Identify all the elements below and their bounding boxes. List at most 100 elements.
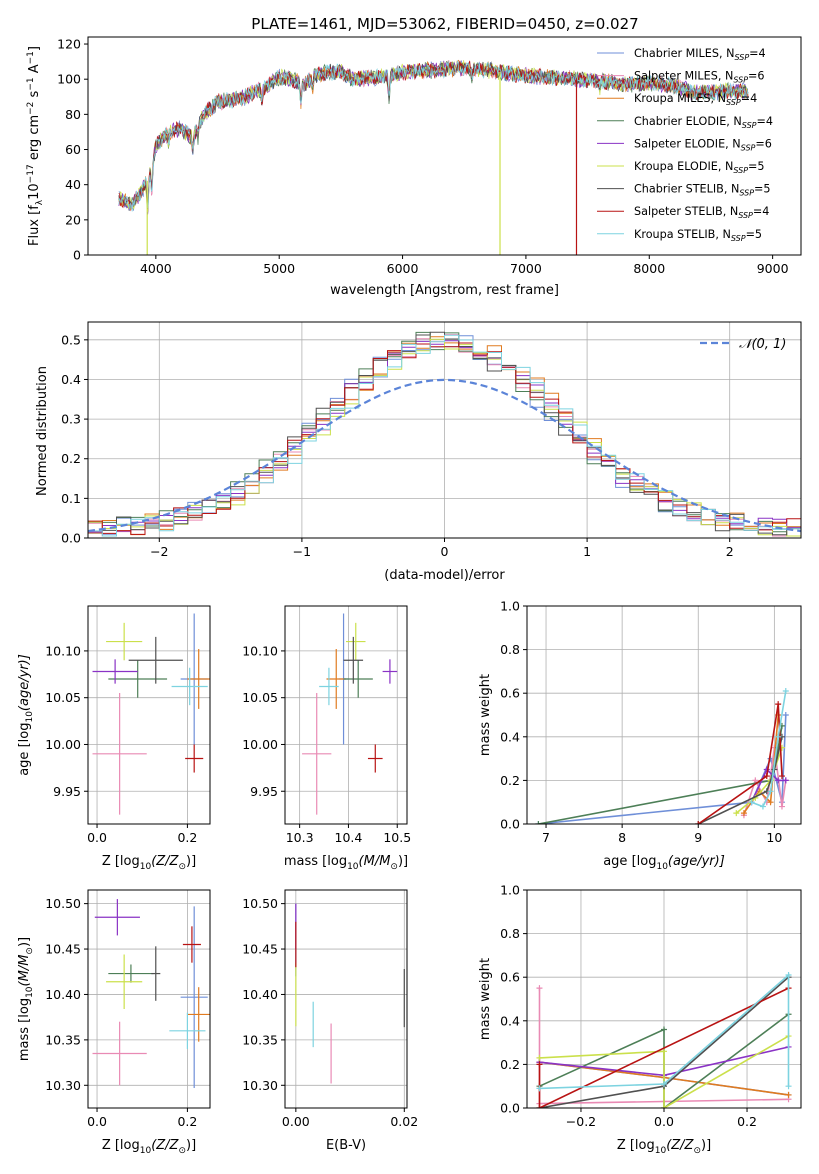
- y-tick-label: 10.00: [242, 737, 278, 752]
- y-tick-label: 10.45: [242, 942, 278, 957]
- y-tick-label: 0.8: [500, 642, 520, 657]
- x-tick-label: 0.2: [177, 1114, 197, 1129]
- plot-area: [295, 903, 405, 1084]
- x-tick-label: 10.5: [383, 830, 411, 845]
- y-tick-label: 120: [57, 37, 81, 52]
- y-tick-label: 0.8: [500, 926, 520, 941]
- y-tick-label: 0.2: [500, 773, 520, 788]
- y-tick-label: 0: [73, 248, 81, 263]
- y-tick-label: 10.00: [45, 737, 81, 752]
- plot-area: [92, 899, 210, 1089]
- y-axis-label: mass [log10(M/M⊙)]: [17, 937, 35, 1061]
- weight-marker: [748, 799, 755, 806]
- x-axis-label: wavelength [Angstrom, rest frame]: [330, 283, 559, 298]
- weight-marker: [778, 773, 785, 780]
- weight-marker: [775, 777, 782, 784]
- weight-line: [697, 703, 783, 824]
- axes-frame: [87, 36, 802, 256]
- plot-area: [302, 613, 398, 815]
- x-tick-label: 9000: [757, 261, 789, 276]
- y-tick-label: 10.05: [45, 690, 81, 705]
- weight-marker: [782, 712, 789, 718]
- x-tick-label: 10: [766, 830, 782, 845]
- grid: [88, 606, 210, 824]
- weight-marker: [782, 777, 789, 784]
- legend-entry: Salpeter MILES, NSSP=6: [634, 70, 765, 85]
- y-tick-label: 10.50: [242, 896, 278, 911]
- legend-entry: 𝒩(0, 1): [739, 337, 786, 352]
- y-tick-label: 0.1: [61, 491, 81, 506]
- y-tick-label: 10.40: [242, 987, 278, 1002]
- y-tick-label: 100: [57, 72, 81, 87]
- y-tick-label: 10.45: [45, 942, 81, 957]
- weight-line: [539, 973, 790, 1090]
- legend-entry: Kroupa ELODIE, NSSP=5: [634, 160, 765, 175]
- axes-frame: [87, 605, 211, 825]
- y-tick-label: 10.35: [45, 1032, 81, 1047]
- plot-area: [118, 59, 749, 255]
- y-axis-label: Normed distribution: [35, 366, 50, 496]
- x-axis-label: age [log10(age/yr)]: [603, 854, 725, 872]
- weight-line: [697, 736, 783, 824]
- weight-marker: [782, 688, 789, 695]
- weight-vs-Z-panel: −0.2 0.0 0.2 0.0 0.2 0.4 0.6 0.8 1.0 mass weight Z…: [478, 883, 802, 1156]
- weight-marker: [778, 803, 785, 810]
- legend-entry: Kroupa MILES, NSSP=4: [634, 92, 757, 107]
- weight-marker: [661, 1081, 667, 1088]
- y-tick-label: 0.3: [61, 412, 81, 427]
- plot-area: [92, 613, 210, 815]
- y-axis-label: age [log10(age/yr)]: [17, 654, 35, 776]
- y-tick-label: 10.35: [242, 1032, 278, 1047]
- y-tick-label: 0.5: [61, 332, 81, 347]
- weight-marker: [535, 821, 542, 824]
- x-tick-label: 10.3: [286, 830, 314, 845]
- legend-entry: Chabrier MILES, NSSP=4: [634, 47, 766, 62]
- weight-marker: [785, 1083, 792, 1090]
- x-tick-label: 8: [618, 830, 626, 845]
- y-tick-label: 40: [65, 177, 81, 192]
- y-tick-label: 0.2: [500, 1057, 520, 1072]
- mass-vs-ebv-panel: 0.00 0.02 10.30 10.35 10.40 10.45 10.50 E(B-V): [242, 889, 418, 1153]
- y-axis-label: Flux [fλ10−17 erg cm−2 s−1 A−1]: [26, 46, 45, 246]
- axes-frame: [284, 889, 408, 1109]
- weight-marker: [536, 1061, 543, 1068]
- x-tick-label: 7: [542, 830, 550, 845]
- y-tick-label: 1.0: [500, 883, 520, 898]
- histogram-step: [88, 334, 801, 537]
- x-axis-label: Z [log10(Z/Z⊙)]: [617, 1138, 711, 1156]
- x-tick-label: 0.00: [282, 1114, 310, 1129]
- y-tick-label: 0.4: [500, 1013, 520, 1028]
- x-tick-label: 1: [583, 544, 591, 559]
- y-tick-label: 10.30: [242, 1078, 278, 1093]
- x-axis-label: E(B-V): [326, 1138, 366, 1153]
- weight-line: [538, 987, 789, 1108]
- y-tick-label: 0.0: [500, 1101, 520, 1116]
- legend-entry: Chabrier STELIB, NSSP=5: [634, 183, 771, 198]
- legend-entry: Salpeter STELIB, NSSP=4: [634, 205, 769, 220]
- y-tick-label: 0.0: [61, 531, 81, 546]
- y-tick-label: 9.95: [53, 784, 81, 799]
- y-tick-label: 10.50: [45, 896, 81, 911]
- weight-marker: [661, 1048, 667, 1055]
- x-axis-label: mass [log10(M/M⊙)]: [284, 854, 408, 872]
- y-tick-label: 0.6: [500, 686, 520, 701]
- spectrum-line: [118, 60, 749, 212]
- weight-marker: [740, 810, 747, 817]
- x-tick-label: 0.02: [390, 1114, 418, 1129]
- weight-line: [538, 988, 789, 1105]
- weight-marker: [785, 1091, 792, 1098]
- legend-entry: Kroupa STELIB, NSSP=5: [634, 228, 762, 243]
- x-tick-label: 9: [694, 830, 702, 845]
- y-tick-label: 0.4: [61, 372, 81, 387]
- x-tick-label: 8000: [633, 261, 665, 276]
- x-tick-label: 10.4: [335, 830, 363, 845]
- figure-title: PLATE=1461, MJD=53062, FIBERID=0450, z=0…: [251, 15, 638, 33]
- x-tick-label: 0.2: [737, 1114, 757, 1129]
- x-tick-label: 2: [726, 544, 734, 559]
- axes-frame: [87, 889, 211, 1109]
- axes-frame: [526, 889, 802, 1109]
- x-axis-label: Z [log10(Z/Z⊙)]: [102, 854, 196, 872]
- age-vs-mass-panel: 10.3 10.4 10.5 9.95 10.00 10.05 10.10 mass [log…: [242, 605, 411, 872]
- weight-marker: [536, 1054, 543, 1061]
- y-tick-label: 0.4: [500, 729, 520, 744]
